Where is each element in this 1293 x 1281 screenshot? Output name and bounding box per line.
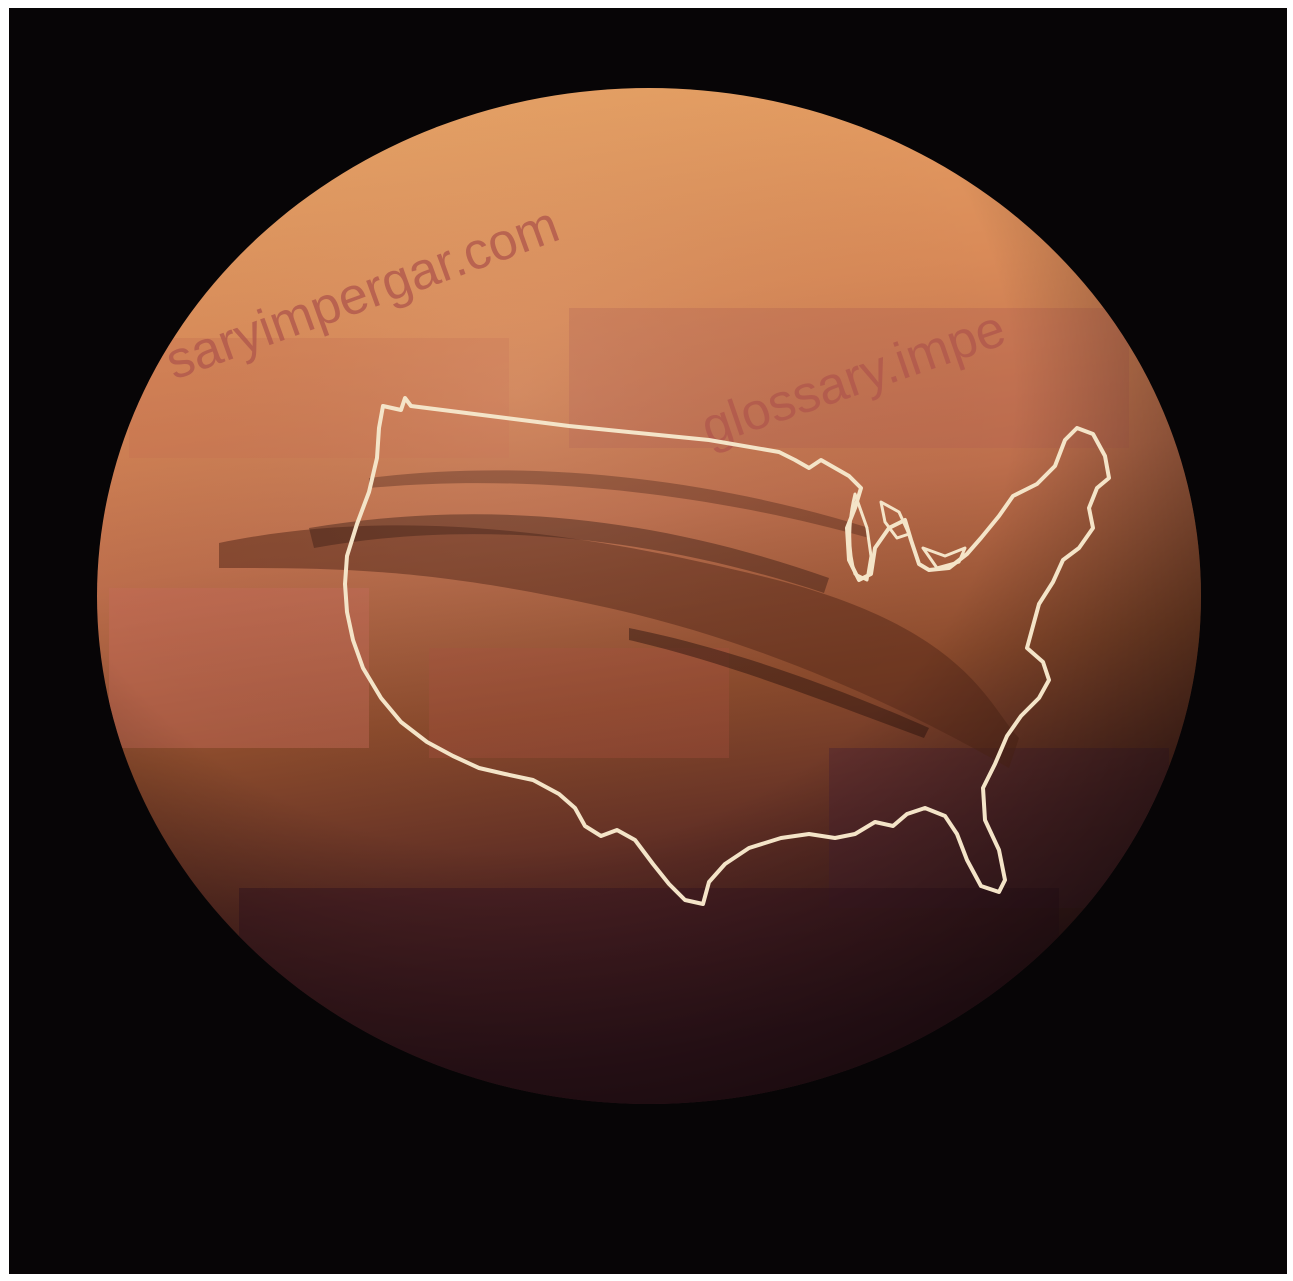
great-lakes-outline	[848, 492, 967, 582]
mars-scene: saryimpergar.com glossary.impe	[97, 88, 1201, 1104]
mars-planet	[97, 88, 1201, 1104]
space-background: saryimpergar.com glossary.impe	[9, 8, 1287, 1274]
us-outline	[343, 396, 1111, 906]
